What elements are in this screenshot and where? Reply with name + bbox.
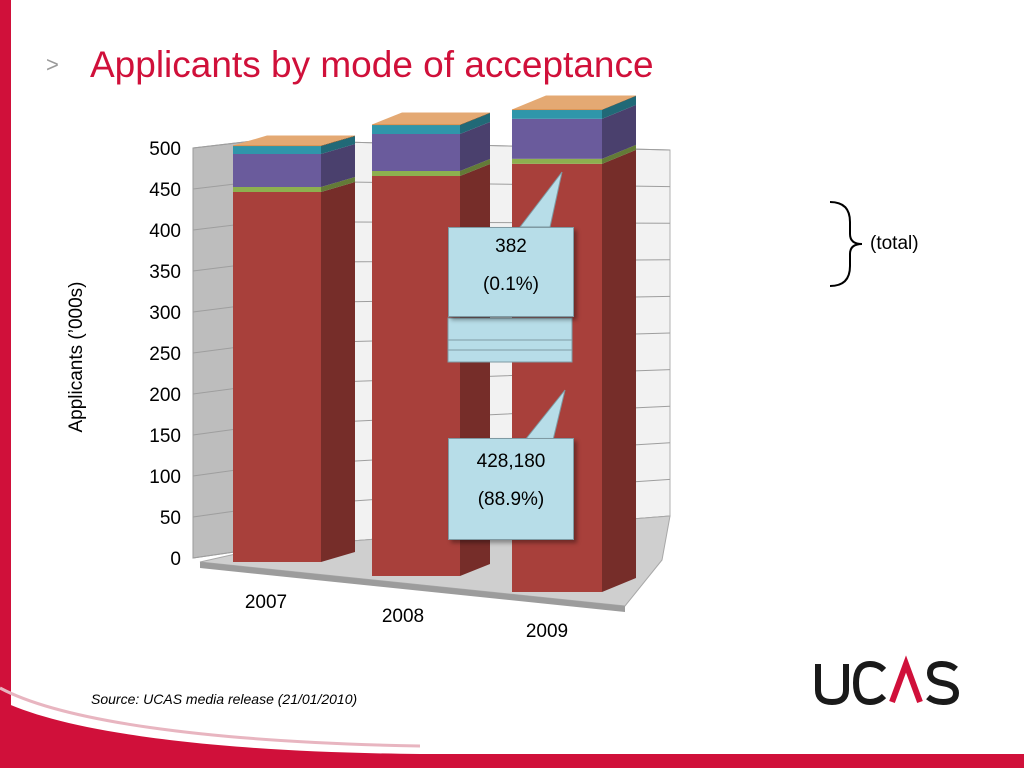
source-note: Source: UCAS media release (21/01/2010) [91,691,358,707]
y-tick-label: 450 [149,180,181,201]
bar-segment [372,134,460,171]
chart-tick-labels: 0 50 100 150 200 250 300 350 400 450 500 2007 2008 20… [149,139,568,642]
bar-segment [372,176,460,576]
bar-segment-side [602,149,636,592]
y-tick-label: 500 [149,139,181,160]
x-tick-label: 2008 [382,606,424,627]
chart-floor-edge [200,562,625,612]
title-chevron: > [46,52,59,77]
bar-segment [233,146,321,154]
y-tick-label: 350 [149,262,181,283]
bar-segment-side [321,182,355,562]
ucas-logo [815,655,960,706]
callout-percent: (88.9%) [477,489,545,510]
bottom-accent-band [0,754,1024,768]
bar-top [233,135,355,146]
callout-box: 382 (0.1%) [448,227,574,317]
page-title: Applicants by mode of acceptance [90,44,654,85]
bar-segment-side [321,177,355,192]
bar-segment [372,124,460,126]
bar-segment [233,187,321,192]
bar-segment [372,125,460,134]
bar-segment-side [460,159,490,176]
left-accent-bar [0,0,11,768]
bar-top [512,95,636,110]
y-tick-label: 400 [149,221,181,242]
bar-segment-side [602,144,636,164]
bar-stack [233,135,355,562]
y-tick-label: 100 [149,467,181,488]
bar-segment-side [602,104,636,159]
callout-box: 428,180 (88.9%) [448,438,574,540]
bar-segment-side [460,113,490,134]
y-tick-label: 200 [149,385,181,406]
bar-top [372,112,490,125]
bar-segment [512,118,602,159]
bar-segment-side [460,122,490,171]
y-tick-label: 150 [149,426,181,447]
bar-segment-side [321,136,355,154]
bar-segment-side [602,95,636,111]
y-tick-label: 50 [160,508,181,529]
bar-segment-side [460,112,490,126]
x-tick-label: 2007 [245,592,287,613]
corner-decoration [0,686,420,768]
bar-segment [512,109,602,119]
bar-segment [512,158,602,164]
bar-segment [233,154,321,187]
x-tick-label: 2009 [526,621,568,642]
y-tick-label: 0 [170,549,181,570]
bar-segment-side [321,144,355,187]
y-tick-label: 300 [149,303,181,324]
y-tick-label: 250 [149,344,181,365]
bar-segment [233,192,321,562]
callout-value: 428,180 [476,451,546,472]
chart-bars [233,95,636,592]
bar-segment [512,109,602,111]
callout-percent: (0.1%) [483,274,539,295]
total-label: (total) [870,233,919,254]
bar-segment [372,171,460,176]
bar-segment-side [321,135,355,147]
y-axis-label: Applicants (’000s) [66,281,87,432]
right-brace-icon [829,201,863,287]
bar-segment [233,145,321,147]
callout-value: 382 [495,236,527,257]
bar-segment-side [602,95,636,119]
